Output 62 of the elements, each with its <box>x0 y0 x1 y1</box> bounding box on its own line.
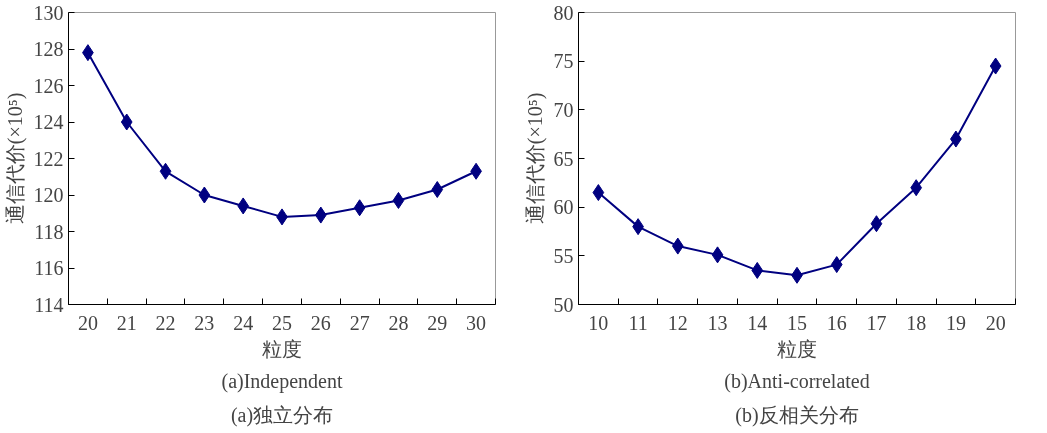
x-tick-label: 12 <box>667 311 688 334</box>
point <box>353 199 366 217</box>
text: (a)Independent <box>221 369 343 393</box>
x-tick-label: 25 <box>272 311 292 334</box>
x-tick-label: 24 <box>233 311 254 334</box>
x-tick-label: 17 <box>866 311 887 334</box>
text: (b)反相关分布 <box>735 403 859 427</box>
y-tick-label: 124 <box>33 111 64 133</box>
x-tick-label: 29 <box>427 311 448 334</box>
y-axis-title: 通信代价(×10⁵) <box>523 92 547 225</box>
point <box>830 256 843 274</box>
point <box>989 57 1002 75</box>
point <box>237 197 250 215</box>
point <box>711 246 724 264</box>
text: (b)Anti-correlated <box>724 369 870 393</box>
point <box>751 261 764 279</box>
x-tick-label: 14 <box>747 311 768 334</box>
y-tick-label: 130 <box>33 1 64 24</box>
x-tick-label: 26 <box>310 311 331 334</box>
x-tick-label: 28 <box>388 311 409 334</box>
y-tick-label: 80 <box>553 1 574 24</box>
point <box>392 191 405 209</box>
x-axis-title: 粒度 <box>262 337 302 360</box>
y-tick-label: 128 <box>33 38 64 60</box>
x-tick-label: 22 <box>155 311 176 334</box>
x-tick-label: 16 <box>826 311 847 334</box>
x-tick-label: 20 <box>77 311 98 334</box>
x-tick-label: 18 <box>906 311 927 334</box>
x-tick-label: 23 <box>194 311 215 334</box>
x-tick-label: 10 <box>588 311 609 334</box>
y-tick-label: 50 <box>553 293 574 316</box>
point <box>870 215 883 233</box>
y-tick-label: 65 <box>553 147 574 170</box>
y-tick-label: 55 <box>553 244 574 267</box>
y-tick-label: 114 <box>34 293 64 316</box>
x-tick-label: 11 <box>628 311 648 334</box>
y-tick-label: 116 <box>34 257 64 279</box>
y-tick-label: 60 <box>553 196 574 219</box>
point <box>592 184 605 202</box>
x-axis-title: 粒度 <box>777 337 817 360</box>
x-tick-label: 15 <box>787 311 807 334</box>
y-tick-label: 75 <box>553 50 574 73</box>
x-tick-label: 21 <box>116 311 137 334</box>
x-tick-label: 27 <box>349 311 370 334</box>
x-tick-label: 19 <box>945 311 966 334</box>
y-tick-label: 70 <box>553 98 574 121</box>
point <box>120 113 133 131</box>
point <box>671 237 684 255</box>
point <box>159 162 172 180</box>
x-tick-label: 30 <box>466 311 487 334</box>
point <box>431 181 444 199</box>
y-tick-label: 118 <box>34 220 64 243</box>
point <box>910 179 923 197</box>
text: (a)独立分布 <box>230 403 334 427</box>
y-tick-label: 120 <box>33 184 64 206</box>
y-tick-label: 122 <box>33 147 64 170</box>
y-axis-title: 通信代价(×10⁵) <box>3 92 27 225</box>
x-tick-label: 13 <box>707 311 728 334</box>
point <box>314 206 327 224</box>
point <box>198 186 211 204</box>
x-tick-label: 20 <box>985 311 1006 334</box>
y-tick-label: 126 <box>33 74 64 97</box>
